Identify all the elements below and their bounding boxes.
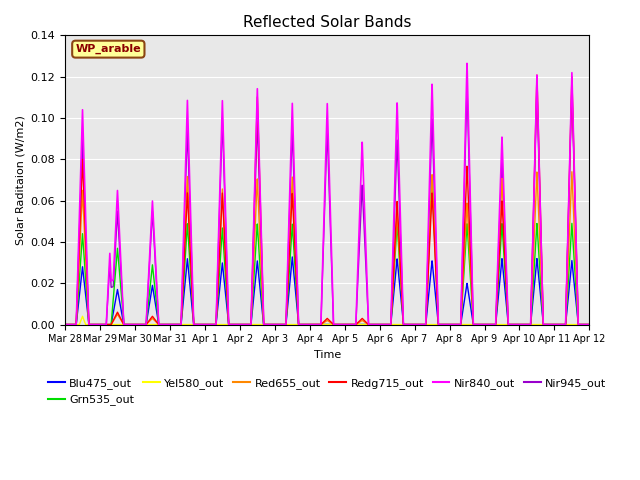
Grn535_out (307, 322, 315, 327)
Line: Nir945_out: Nir945_out (65, 87, 589, 324)
Redg715_out (474, 322, 482, 327)
Nir840_out (474, 322, 482, 327)
Nir945_out (61, 322, 69, 327)
Nir840_out (586, 322, 593, 327)
Blu475_out (586, 322, 593, 327)
Legend: Blu475_out, Grn535_out, Yel580_out, Red655_out, Redg715_out, Nir840_out, Nir945_: Blu475_out, Grn535_out, Yel580_out, Red6… (44, 373, 611, 410)
Nir945_out (156, 322, 163, 327)
Blu475_out (445, 322, 452, 327)
Y-axis label: Solar Raditaion (W/m2): Solar Raditaion (W/m2) (15, 115, 25, 245)
Nir840_out (585, 322, 593, 327)
Nir945_out (415, 322, 423, 327)
X-axis label: Time: Time (314, 350, 341, 360)
Blu475_out (474, 322, 482, 327)
Grn535_out (428, 176, 436, 181)
Red655_out (61, 322, 69, 327)
Red655_out (445, 322, 452, 327)
Line: Red655_out: Red655_out (65, 172, 589, 324)
Nir840_out (445, 322, 452, 327)
Red655_out (568, 169, 576, 175)
Redg715_out (61, 322, 69, 327)
Yel580_out (61, 322, 69, 327)
Nir945_out (307, 322, 315, 327)
Redg715_out (307, 322, 315, 327)
Line: Nir840_out: Nir840_out (65, 63, 589, 324)
Red655_out (586, 322, 593, 327)
Blu475_out (289, 254, 296, 260)
Blu475_out (416, 322, 424, 327)
Line: Blu475_out: Blu475_out (65, 257, 589, 324)
Line: Grn535_out: Grn535_out (65, 179, 589, 324)
Redg715_out (586, 322, 593, 327)
Blu475_out (308, 322, 316, 327)
Grn535_out (156, 322, 163, 327)
Nir840_out (307, 322, 315, 327)
Yel580_out (445, 322, 452, 327)
Grn535_out (445, 322, 452, 327)
Grn535_out (585, 322, 593, 327)
Nir945_out (586, 322, 593, 327)
Blu475_out (585, 322, 593, 327)
Title: Reflected Solar Bands: Reflected Solar Bands (243, 15, 412, 30)
Red655_out (585, 322, 593, 327)
Nir945_out (474, 322, 482, 327)
Nir840_out (415, 322, 423, 327)
Nir840_out (156, 322, 163, 327)
Text: WP_arable: WP_arable (76, 44, 141, 54)
Redg715_out (415, 322, 423, 327)
Yel580_out (586, 322, 593, 327)
Yel580_out (79, 313, 86, 319)
Yel580_out (416, 322, 424, 327)
Blu475_out (61, 322, 69, 327)
Grn535_out (61, 322, 69, 327)
Yel580_out (585, 322, 593, 327)
Nir945_out (445, 322, 452, 327)
Nir945_out (568, 84, 576, 90)
Grn535_out (586, 322, 593, 327)
Redg715_out (585, 322, 593, 327)
Redg715_out (445, 322, 452, 327)
Line: Yel580_out: Yel580_out (65, 316, 589, 324)
Nir840_out (61, 322, 69, 327)
Line: Redg715_out: Redg715_out (65, 75, 589, 324)
Nir840_out (463, 60, 471, 66)
Grn535_out (415, 322, 423, 327)
Red655_out (307, 322, 315, 327)
Yel580_out (308, 322, 316, 327)
Redg715_out (156, 322, 163, 327)
Blu475_out (156, 322, 163, 327)
Nir945_out (585, 322, 593, 327)
Redg715_out (533, 72, 541, 78)
Red655_out (474, 322, 482, 327)
Yel580_out (156, 322, 163, 327)
Red655_out (415, 322, 423, 327)
Grn535_out (474, 322, 482, 327)
Yel580_out (474, 322, 482, 327)
Red655_out (156, 322, 163, 327)
